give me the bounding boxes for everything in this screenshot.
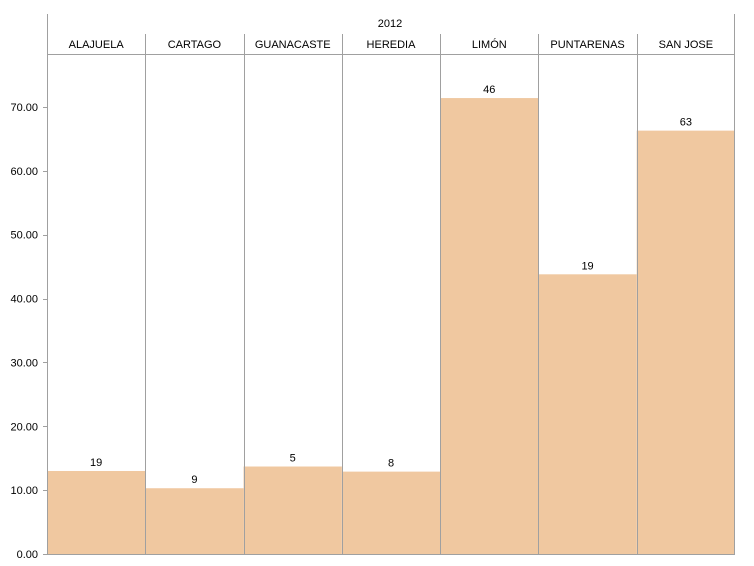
bar-2 xyxy=(145,488,244,554)
y-axis: 0.00 10.00 20.00 30.00 40.00 50.00 60.00 70.00 xyxy=(10,102,47,561)
bar-4 xyxy=(341,471,441,554)
data-label-1: 19 xyxy=(90,457,102,469)
data-label-5: 46 xyxy=(483,84,495,96)
y-tick-label-6: 60.00 xyxy=(10,166,38,178)
data-label-2: 9 xyxy=(191,474,197,486)
category-label-2: CARTAGO xyxy=(168,39,222,51)
column-headers: 2012 ALAJUELA CARTAGO GUANACASTE HEREDIA LIM… xyxy=(69,18,713,51)
bars-layer xyxy=(47,98,735,554)
data-label-4: 8 xyxy=(388,458,394,470)
year-header: 2012 xyxy=(378,18,402,30)
category-label-7: SAN JOSE xyxy=(659,39,713,51)
data-labels-layer: 19 9 5 8 46 19 63 xyxy=(90,84,692,486)
category-label-5: LIMÓN xyxy=(472,38,507,51)
y-tick-label-5: 50.00 xyxy=(10,230,38,242)
category-label-4: HEREDIA xyxy=(367,39,417,51)
chart-frame xyxy=(47,14,735,555)
y-tick-label-2: 20.00 xyxy=(10,421,38,433)
data-label-3: 5 xyxy=(290,453,296,465)
bar-5 xyxy=(440,98,539,554)
y-tick-label-1: 10.00 xyxy=(10,485,38,497)
bar-1 xyxy=(47,470,146,554)
data-label-6: 19 xyxy=(581,260,593,272)
category-label-3: GUANACASTE xyxy=(255,39,331,51)
y-tick-label-0: 0.00 xyxy=(17,549,38,561)
data-label-7: 63 xyxy=(680,117,692,129)
y-tick-label-3: 30.00 xyxy=(10,357,38,369)
y-tick-label-4: 40.00 xyxy=(10,294,38,306)
y-tick-label-7: 70.00 xyxy=(10,102,38,114)
bar-6 xyxy=(538,274,637,554)
category-label-1: ALAJUELA xyxy=(69,39,125,51)
category-label-6: PUNTARENAS xyxy=(550,39,624,51)
bar-3 xyxy=(243,466,342,554)
bar-7 xyxy=(636,130,735,554)
